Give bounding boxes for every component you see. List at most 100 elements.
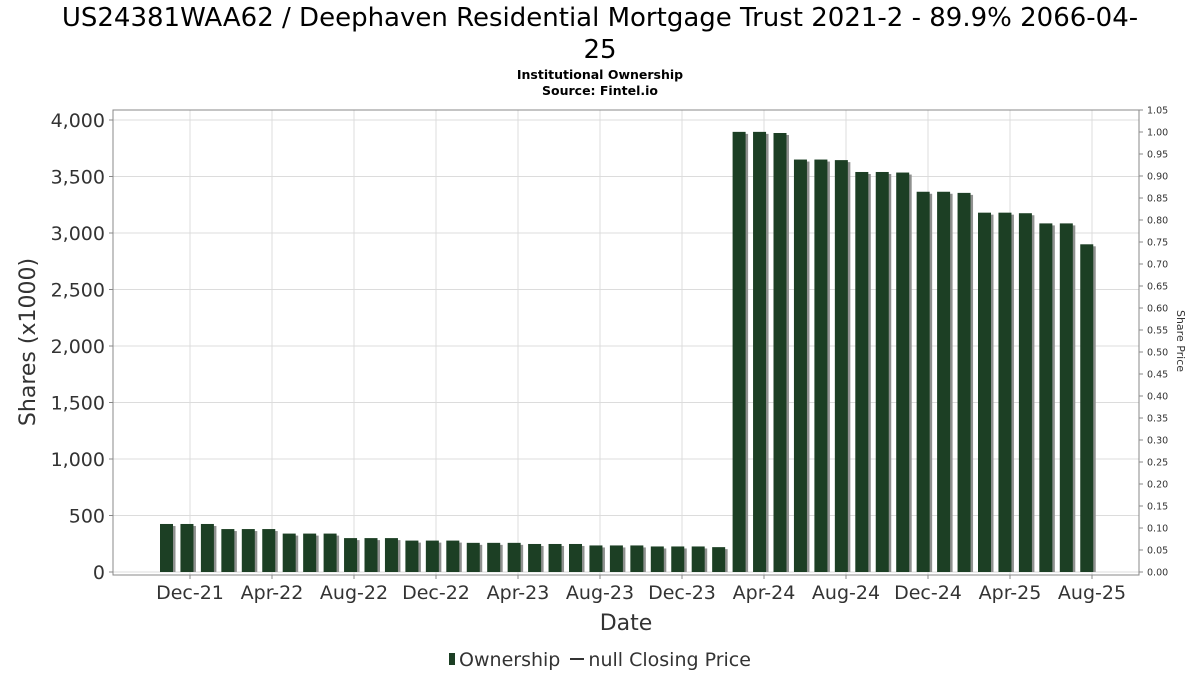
chart-title: US24381WAA62 / Deephaven Residential Mor… bbox=[0, 2, 1200, 66]
y2-tick-label: 0.00 bbox=[1147, 568, 1168, 579]
y2-tick-label: 0.50 bbox=[1147, 348, 1168, 359]
ownership-bar bbox=[998, 212, 1012, 572]
legend-item-price: null Closing Price bbox=[566, 648, 751, 672]
y-tick-label: 3,000 bbox=[51, 223, 105, 245]
y-tick-label: 500 bbox=[69, 506, 105, 528]
x-tick-label: Apr-23 bbox=[487, 582, 550, 604]
y2-tick-label: 0.05 bbox=[1147, 546, 1168, 557]
ownership-bar bbox=[528, 543, 542, 572]
ownership-bar bbox=[712, 547, 726, 572]
ownership-bar bbox=[896, 172, 910, 573]
ownership-bar bbox=[589, 545, 603, 572]
ownership-bar bbox=[569, 543, 582, 572]
ownership-bar bbox=[793, 159, 807, 573]
ownership-bar bbox=[487, 542, 501, 572]
y2-tick-label: 1.05 bbox=[1147, 106, 1168, 117]
y2-tick-label: 0.10 bbox=[1147, 524, 1168, 535]
ownership-bar bbox=[425, 540, 439, 572]
ownership-bar bbox=[691, 546, 705, 572]
ownership-bar bbox=[446, 540, 460, 572]
ownership-bar bbox=[344, 538, 358, 572]
ownership-bar bbox=[1080, 244, 1094, 573]
ownership-bar bbox=[262, 529, 276, 572]
y-tick-label: 0 bbox=[93, 562, 105, 584]
chart-title-line2: 25 bbox=[583, 35, 617, 65]
ownership-swatch bbox=[449, 653, 456, 665]
ownership-bar bbox=[630, 545, 644, 572]
y2-tick-label: 0.60 bbox=[1147, 304, 1168, 315]
chart-subtitle-line2: Source: Fintel.io bbox=[542, 83, 658, 98]
y2-tick-label: 0.40 bbox=[1147, 392, 1168, 403]
x-tick-label: Dec-21 bbox=[156, 582, 224, 604]
x-tick-label: Apr-22 bbox=[241, 582, 304, 604]
x-tick-label: Aug-25 bbox=[1058, 582, 1126, 604]
y2-tick-label: 0.90 bbox=[1147, 172, 1168, 183]
y-tick-label: 2,500 bbox=[51, 280, 105, 302]
ownership-bar bbox=[957, 192, 971, 572]
ownership-bar bbox=[405, 540, 419, 572]
y2-tick-label: 0.80 bbox=[1147, 216, 1168, 227]
y2-tick-label: 0.45 bbox=[1147, 370, 1168, 381]
ownership-bar bbox=[303, 533, 317, 572]
x-tick-label: Apr-25 bbox=[979, 582, 1042, 604]
ownership-bar bbox=[978, 212, 991, 572]
ownership-bar bbox=[180, 523, 194, 572]
ownership-bar bbox=[814, 159, 828, 573]
ownership-bar bbox=[364, 538, 378, 572]
y-tick-label: 1,000 bbox=[51, 449, 105, 471]
ownership-bar bbox=[916, 191, 930, 572]
ownership-bar bbox=[773, 132, 787, 572]
ownership-bar bbox=[548, 543, 562, 572]
ownership-bar bbox=[650, 546, 664, 572]
x-tick-label: Aug-23 bbox=[566, 582, 634, 604]
ownership-bar bbox=[241, 529, 255, 572]
bars-layer bbox=[160, 131, 1096, 573]
x-tick-label: Dec-23 bbox=[648, 582, 716, 604]
legend-item-ownership: Ownership bbox=[449, 648, 560, 672]
y2-axis-ticks: 0.00 0.05 0.10 0.15 0.20 0.25 0.30 0.35 0.40 0.45… bbox=[1139, 106, 1168, 579]
x-tick-label: Aug-22 bbox=[320, 582, 388, 604]
x-tick-label: Dec-22 bbox=[402, 582, 470, 604]
y-axis-label: Shares (x1000) bbox=[16, 258, 41, 426]
y2-tick-label: 0.20 bbox=[1147, 480, 1168, 491]
legend-price-label: null Closing Price bbox=[588, 648, 751, 671]
ownership-bar bbox=[671, 546, 685, 572]
ownership-bar bbox=[466, 542, 480, 572]
y2-tick-label: 1.00 bbox=[1147, 128, 1168, 139]
y2-tick-label: 0.85 bbox=[1147, 194, 1168, 205]
y2-tick-label: 0.30 bbox=[1147, 436, 1168, 447]
ownership-bar bbox=[1059, 223, 1073, 572]
ownership-bar bbox=[1018, 213, 1032, 572]
x-tick-label: Apr-24 bbox=[733, 582, 796, 604]
y2-tick-label: 0.35 bbox=[1147, 414, 1168, 425]
ownership-bar bbox=[1039, 223, 1053, 572]
y2-tick-label: 0.65 bbox=[1147, 282, 1168, 293]
y-axis-ticks: 0 500 1,000 1,500 2,000 2,500 3,000 3,500 4,000 bbox=[51, 110, 113, 584]
ownership-bar bbox=[282, 533, 296, 572]
y-tick-label: 3,500 bbox=[51, 167, 105, 189]
ownership-bar bbox=[834, 160, 848, 573]
ownership-bar bbox=[875, 171, 889, 573]
ownership-bar bbox=[753, 131, 767, 573]
y2-tick-label: 0.55 bbox=[1147, 326, 1168, 337]
y2-tick-label: 0.75 bbox=[1147, 238, 1168, 249]
chart-subtitle-line1: Institutional Ownership bbox=[516, 67, 684, 82]
ownership-bar bbox=[609, 545, 623, 572]
x-tick-label: Aug-24 bbox=[812, 582, 880, 604]
ownership-bar bbox=[855, 171, 869, 573]
y2-axis-label: Share Price bbox=[1174, 310, 1187, 372]
chart-title-line1: US24381WAA62 / Deephaven Residential Mor… bbox=[61, 3, 1139, 33]
ownership-bar bbox=[323, 533, 337, 572]
price-line-swatch bbox=[570, 658, 585, 660]
ownership-bar bbox=[160, 523, 173, 572]
y-tick-label: 4,000 bbox=[51, 110, 105, 132]
ownership-bar bbox=[507, 542, 521, 572]
ownership-bar bbox=[937, 191, 951, 572]
y-tick-label: 2,000 bbox=[51, 336, 105, 358]
legend-ownership-label: Ownership bbox=[459, 648, 561, 671]
y2-tick-label: 0.15 bbox=[1147, 502, 1168, 513]
y2-tick-label: 0.95 bbox=[1147, 150, 1168, 161]
x-tick-label: Dec-24 bbox=[894, 582, 962, 604]
ownership-bar bbox=[732, 131, 746, 573]
ownership-bar bbox=[200, 523, 214, 572]
